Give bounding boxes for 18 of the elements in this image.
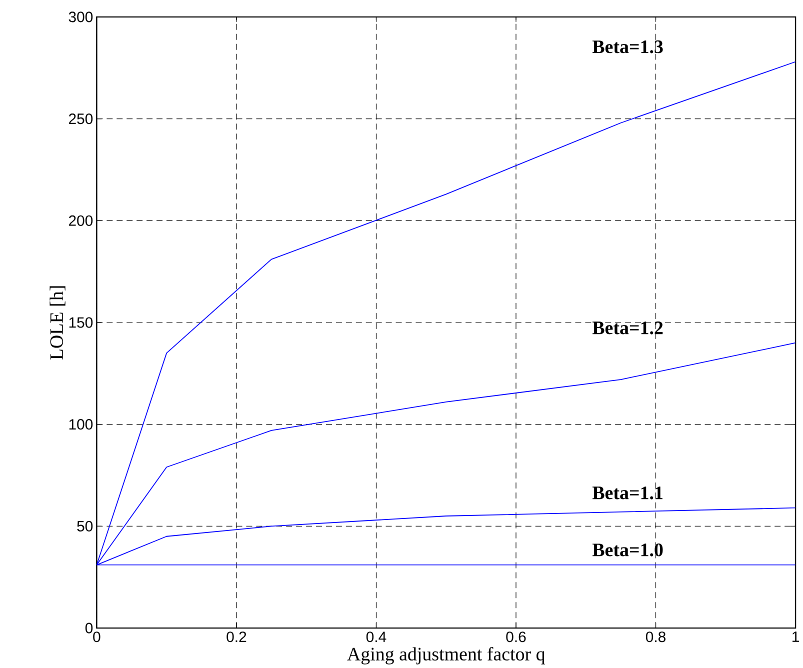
y-tick-label: 250 bbox=[68, 114, 93, 124]
x-tick-label: 0.4 bbox=[366, 632, 386, 642]
y-axis-title: LOLE [h] bbox=[50, 286, 66, 360]
y-tick-label: 200 bbox=[68, 215, 93, 226]
x-tick-label: 0.8 bbox=[646, 632, 666, 642]
y-tick-label: 50 bbox=[77, 521, 93, 532]
y-tick-label: 100 bbox=[69, 419, 93, 430]
x-tick-label: 0.6 bbox=[506, 632, 526, 642]
x-tick-label: 0 bbox=[93, 632, 100, 642]
series-label: Beta=1.0 bbox=[592, 544, 663, 556]
series-label: Beta=1.2 bbox=[592, 322, 663, 334]
x-axis-title: Aging adjustment factor q bbox=[347, 647, 545, 665]
x-tick-label: 1 bbox=[792, 632, 799, 642]
y-tick-label: 150 bbox=[69, 317, 93, 328]
series-label: Beta=1.1 bbox=[592, 486, 662, 500]
x-tick-label: 0.2 bbox=[226, 632, 246, 642]
y-tick-label: 300 bbox=[68, 12, 93, 22]
y-tick-label: 0 bbox=[85, 622, 93, 634]
